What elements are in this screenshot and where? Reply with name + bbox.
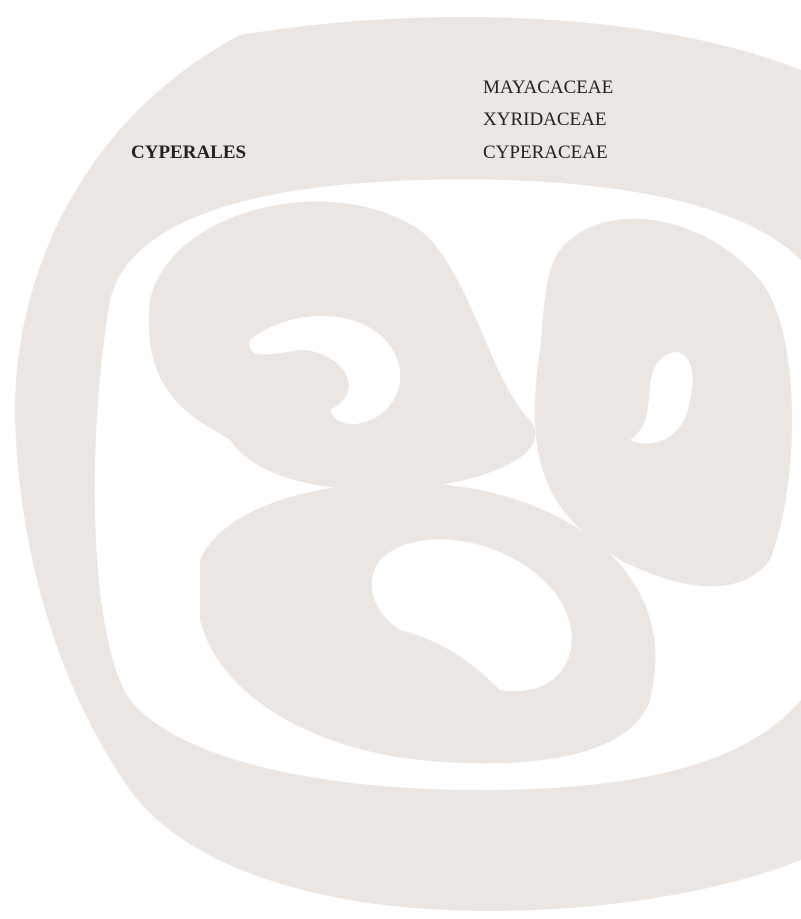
order-name: CYPERALES: [131, 142, 247, 163]
family-name: CYPERACEAE: [483, 142, 608, 163]
swirl-left-hook: [249, 316, 401, 425]
family-name: XYRIDACEAE: [483, 109, 607, 130]
swirl-right-hook: [630, 352, 693, 444]
family-name: MAYACACEAE: [483, 77, 614, 98]
swirl-bottom-hook: [371, 539, 572, 692]
